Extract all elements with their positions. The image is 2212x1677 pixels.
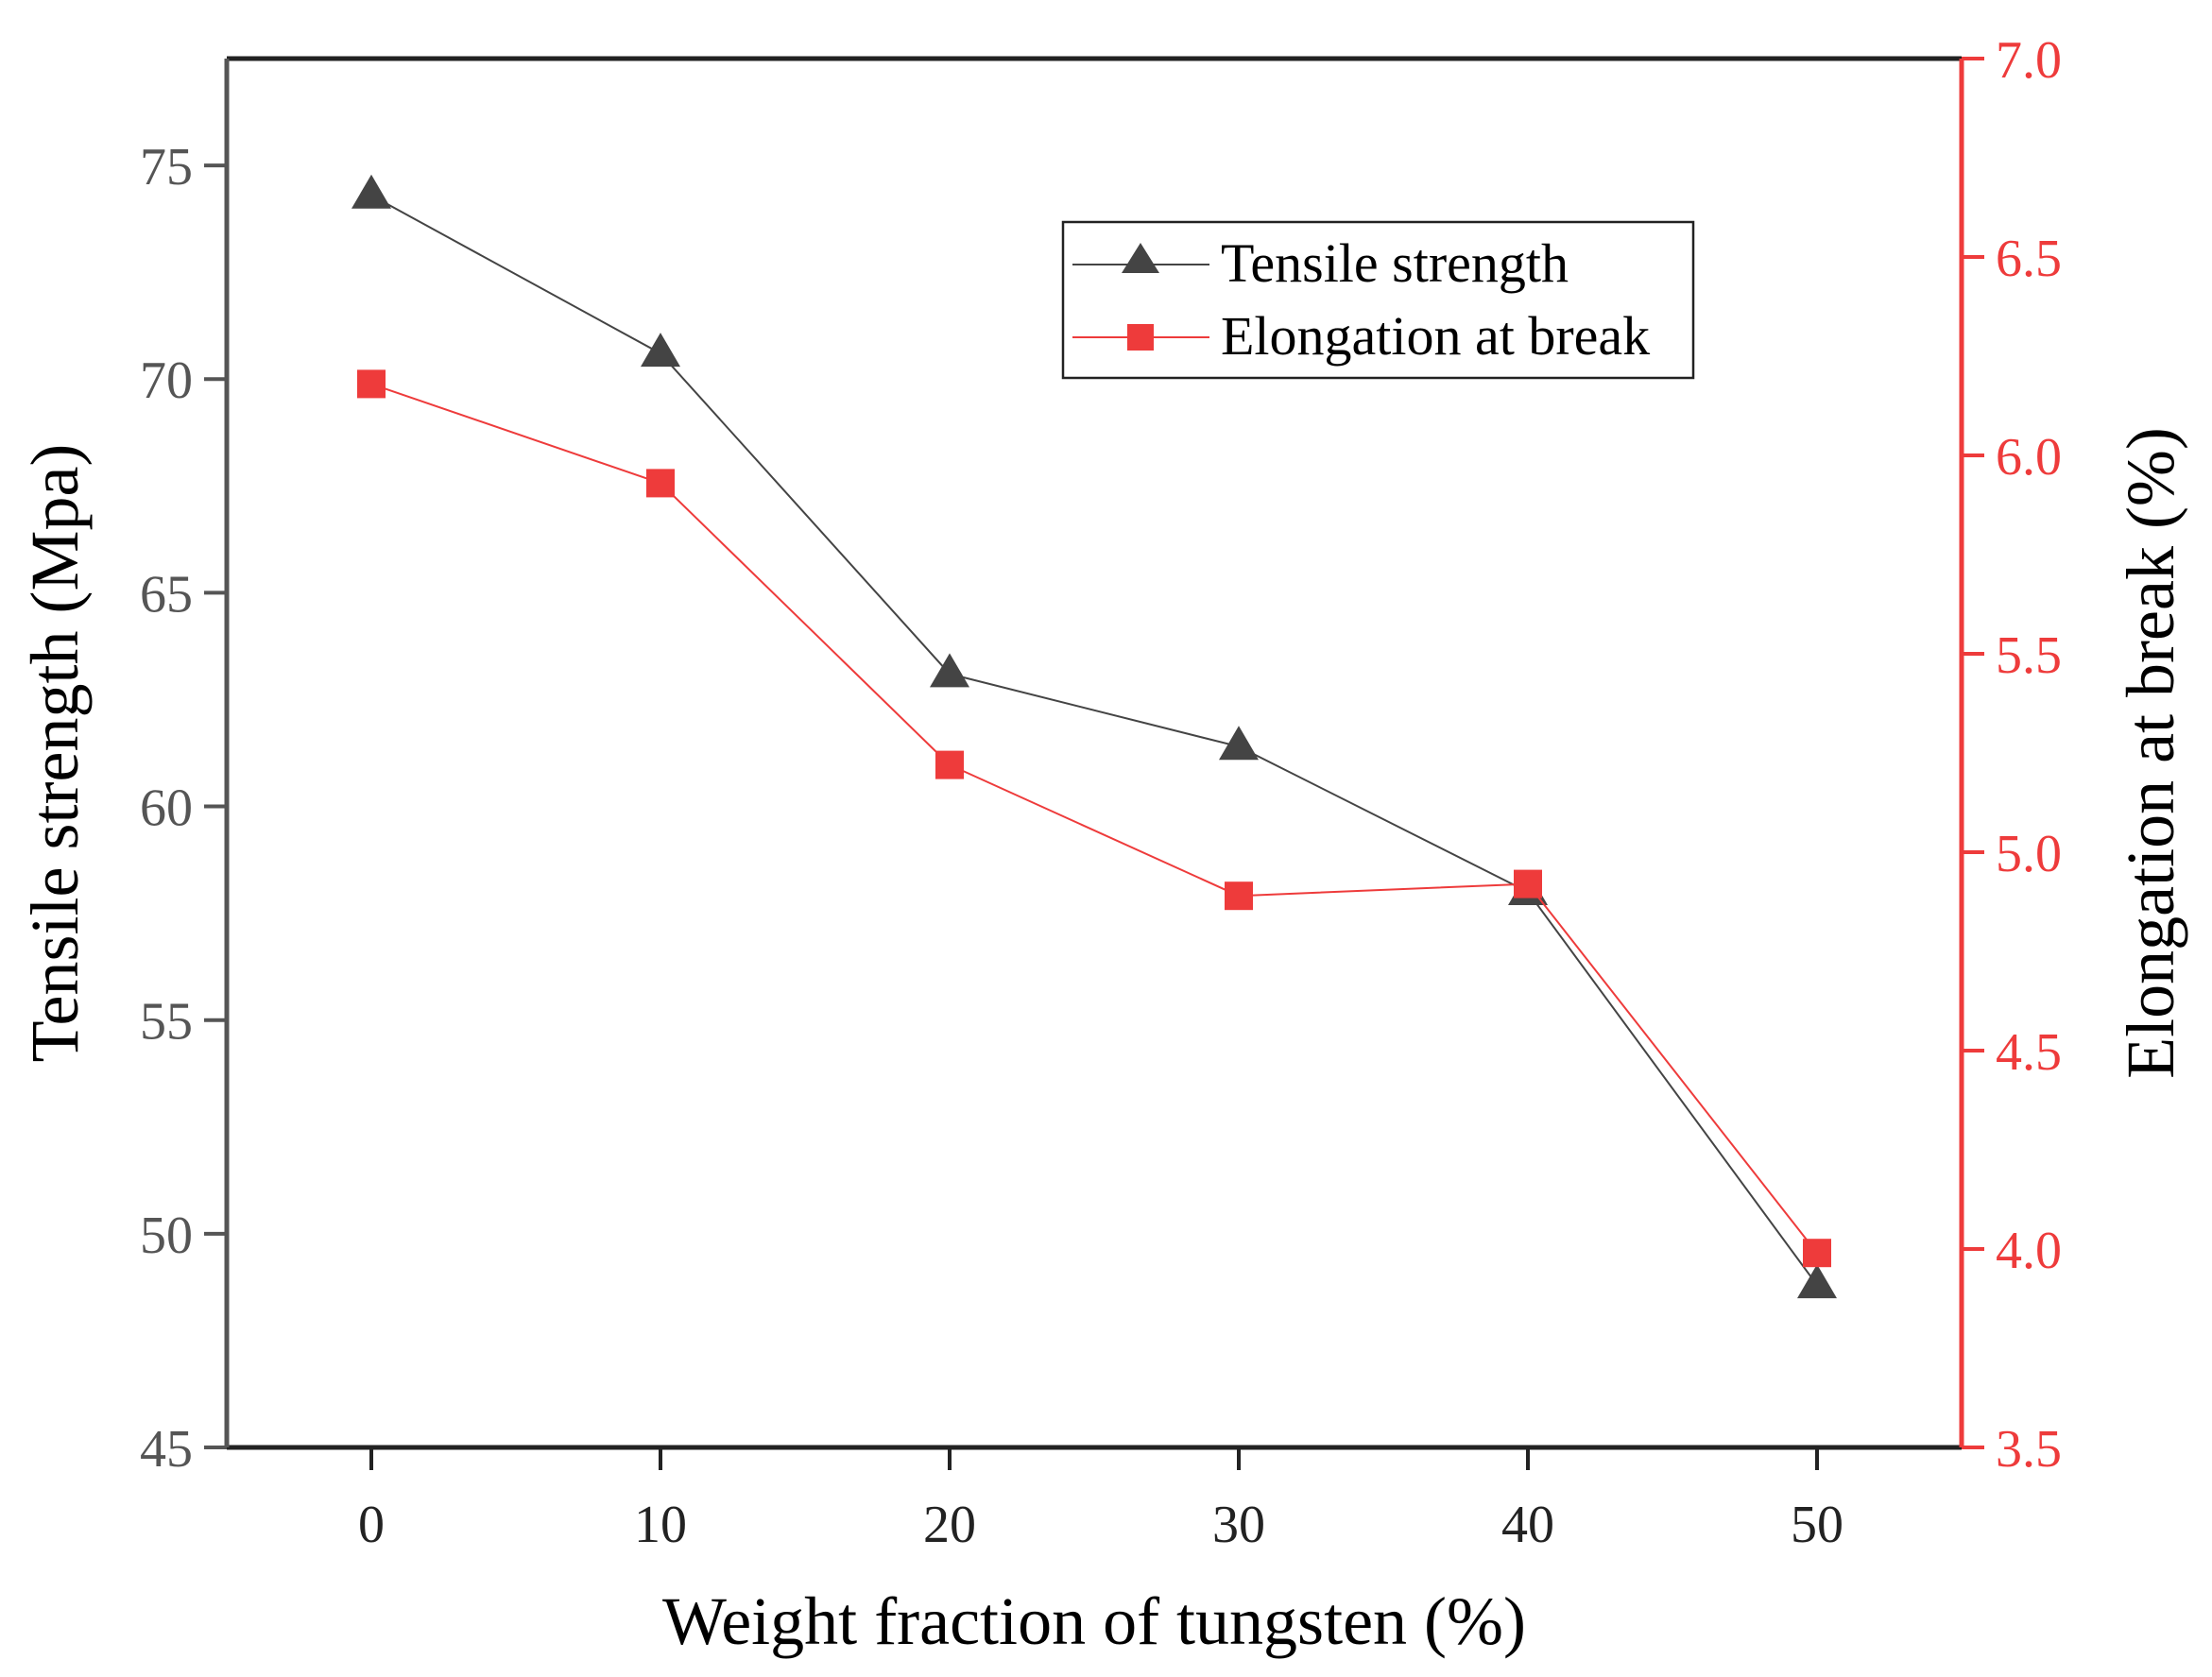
right-y-tick-label: 4.5 <box>1996 1023 2062 1082</box>
elongation-at-break-point <box>357 369 386 399</box>
x-axis-title: Weight fraction of tungsten (%) <box>662 1583 1526 1659</box>
x-axis-ticks: 0 10 20 30 40 50 <box>358 1447 1843 1554</box>
left-y-tick-label: 60 <box>140 779 193 838</box>
left-y-tick-label: 45 <box>140 1420 193 1479</box>
elongation-at-break-point <box>1225 881 1253 911</box>
left-y-tick-label: 55 <box>140 993 193 1052</box>
elongation-at-break-point <box>1514 869 1542 898</box>
tensile-strength-point <box>1219 726 1259 761</box>
left-y-tick-label: 75 <box>140 138 193 197</box>
elongation-at-break-point <box>646 469 675 498</box>
right-y-axis-ticks: 3.5 4.0 4.5 5.0 5.5 6.0 6.5 7.0 <box>1962 31 2062 1479</box>
tensile-strength-point <box>1797 1264 1837 1299</box>
x-tick-label: 40 <box>1501 1496 1554 1554</box>
series-layer <box>352 174 1837 1299</box>
x-tick-label: 50 <box>1791 1496 1843 1554</box>
legend-elongation-label: Elongation at break <box>1221 305 1650 367</box>
legend-entry-elongation: Elongation at break <box>1072 305 1650 367</box>
elongation-at-break-point <box>1803 1239 1831 1268</box>
elongation-at-break-point <box>935 750 964 779</box>
right-y-tick-label: 6.0 <box>1996 428 2062 487</box>
tensile-strength-line <box>370 194 1818 1286</box>
right-y-axis-title: Elongation at break (%) <box>2113 427 2188 1079</box>
left-y-tick-label: 50 <box>140 1206 193 1265</box>
left-y-tick-label: 70 <box>140 351 193 410</box>
legend-triangle-marker <box>1122 243 1159 273</box>
right-y-tick-label: 3.5 <box>1996 1420 2062 1479</box>
legend-entry-tensile-strength: Tensile strength <box>1072 232 1569 294</box>
x-tick-label: 0 <box>358 1496 385 1554</box>
legend-tensile-label: Tensile strength <box>1221 232 1569 294</box>
left-y-tick-label: 65 <box>140 565 193 624</box>
right-y-tick-label: 6.5 <box>1996 230 2062 288</box>
right-y-tick-label: 5.0 <box>1996 825 2062 883</box>
tensile-strength-point <box>930 653 969 688</box>
x-tick-label: 20 <box>923 1496 976 1554</box>
tensile-strength-point <box>641 333 680 368</box>
x-tick-label: 10 <box>634 1496 687 1554</box>
legend: Tensile strength Elongation at break <box>1061 220 1695 380</box>
right-y-tick-label: 5.5 <box>1996 626 2062 685</box>
tensile-strength-point <box>352 174 391 209</box>
left-y-axis-ticks: 45 50 55 60 65 70 75 <box>140 138 227 1479</box>
right-y-tick-label: 4.0 <box>1996 1222 2062 1280</box>
left-y-axis-title: Tensile strength (Mpa) <box>17 444 93 1063</box>
x-tick-label: 30 <box>1212 1496 1265 1554</box>
elongation-at-break-line <box>370 383 1818 1254</box>
legend-box <box>1061 220 1695 380</box>
legend-square-marker <box>1127 324 1154 351</box>
right-y-tick-label: 7.0 <box>1996 31 2062 90</box>
